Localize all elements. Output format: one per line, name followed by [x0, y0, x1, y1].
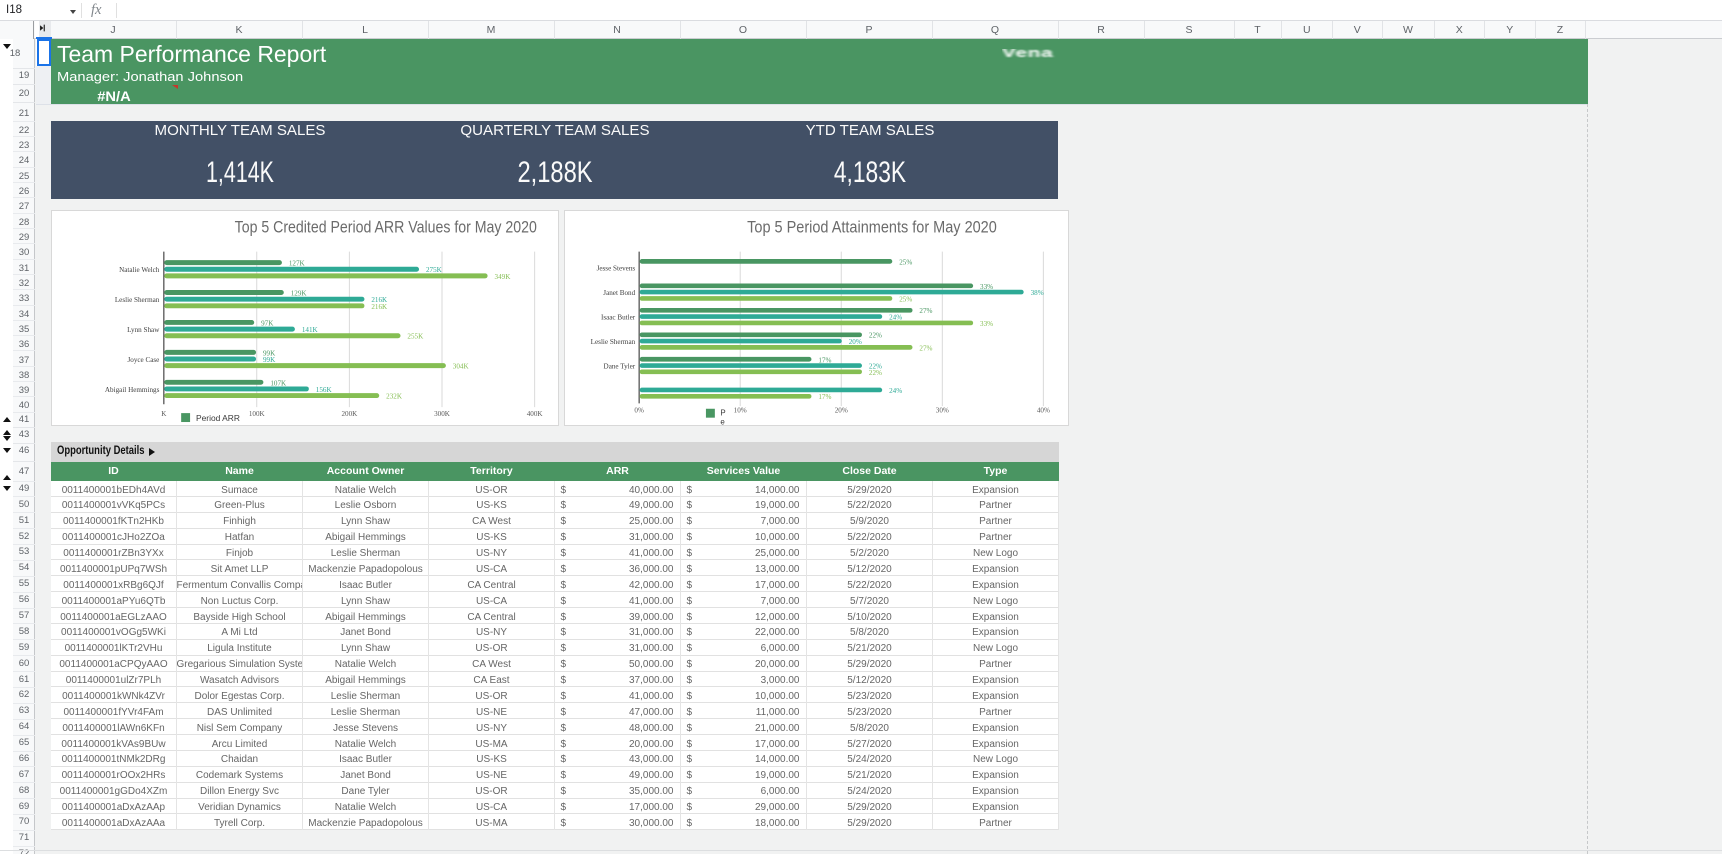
svg-text:99K: 99K	[262, 356, 275, 364]
svg-text:107K: 107K	[270, 379, 287, 387]
svg-text:Leslie Sherman: Leslie Sherman	[114, 296, 159, 304]
svg-text:200K: 200K	[341, 410, 358, 418]
svg-text:Natalie Welch: Natalie Welch	[119, 266, 160, 274]
svg-text:300K: 300K	[434, 410, 451, 418]
svg-text:100K: 100K	[248, 410, 265, 418]
svg-text:Top 5 Credited Period ARR Valu: Top 5 Credited Period ARR Values for May…	[234, 218, 536, 236]
svg-text:Top 5 Period Attainments for M: Top 5 Period Attainments for May 2020	[747, 218, 997, 236]
svg-text:Dane Tyler: Dane Tyler	[603, 363, 635, 371]
svg-text:22%: 22%	[868, 363, 881, 371]
svg-text:30%: 30%	[935, 407, 948, 415]
svg-text:P: P	[720, 409, 725, 418]
svg-text:17%: 17%	[818, 393, 831, 401]
svg-text:Isaac Butler: Isaac Butler	[600, 314, 635, 322]
svg-text:216K: 216K	[371, 303, 388, 311]
svg-text:20%: 20%	[834, 407, 847, 415]
svg-text:25%: 25%	[899, 258, 912, 266]
svg-text:400K: 400K	[526, 410, 543, 418]
svg-text:Jesse Stevens: Jesse Stevens	[596, 265, 635, 273]
svg-text:Abigail Hemmings: Abigail Hemmings	[104, 386, 159, 394]
svg-text:24%: 24%	[889, 314, 902, 322]
svg-text:Lynn Shaw: Lynn Shaw	[127, 326, 160, 334]
svg-text:Janet Bond: Janet Bond	[603, 289, 635, 297]
svg-text:38%: 38%	[1030, 289, 1043, 297]
svg-text:141K: 141K	[301, 326, 318, 334]
svg-text:20%: 20%	[848, 338, 861, 346]
svg-text:33%: 33%	[980, 283, 993, 291]
svg-text:24%: 24%	[889, 387, 902, 395]
svg-text:10%: 10%	[733, 407, 746, 415]
svg-text:304K: 304K	[452, 363, 469, 371]
svg-text:40%: 40%	[1036, 407, 1049, 415]
svg-text:255K: 255K	[407, 333, 424, 341]
svg-text:e: e	[720, 418, 725, 426]
svg-text:22%: 22%	[868, 332, 881, 340]
svg-text:22%: 22%	[868, 369, 881, 377]
svg-text:27%: 27%	[919, 344, 932, 352]
svg-text:Joyce Case: Joyce Case	[127, 356, 159, 364]
svg-text:97K: 97K	[261, 319, 274, 327]
svg-text:232K: 232K	[386, 393, 403, 401]
svg-text:156K: 156K	[315, 386, 332, 394]
svg-text:K: K	[161, 410, 167, 418]
svg-text:349K: 349K	[494, 273, 511, 281]
svg-text:27%: 27%	[919, 307, 932, 315]
svg-text:216K: 216K	[371, 296, 388, 304]
svg-text:129K: 129K	[290, 290, 307, 298]
svg-text:275K: 275K	[425, 266, 442, 274]
svg-text:99K: 99K	[262, 349, 275, 357]
svg-text:Leslie Sherman: Leslie Sherman	[590, 338, 635, 346]
svg-text:33%: 33%	[980, 320, 993, 328]
svg-text:127K: 127K	[288, 260, 305, 268]
svg-text:25%: 25%	[899, 295, 912, 303]
svg-text:0%: 0%	[634, 407, 644, 415]
svg-text:Period ARR: Period ARR	[196, 413, 240, 423]
svg-text:17%: 17%	[818, 356, 831, 364]
